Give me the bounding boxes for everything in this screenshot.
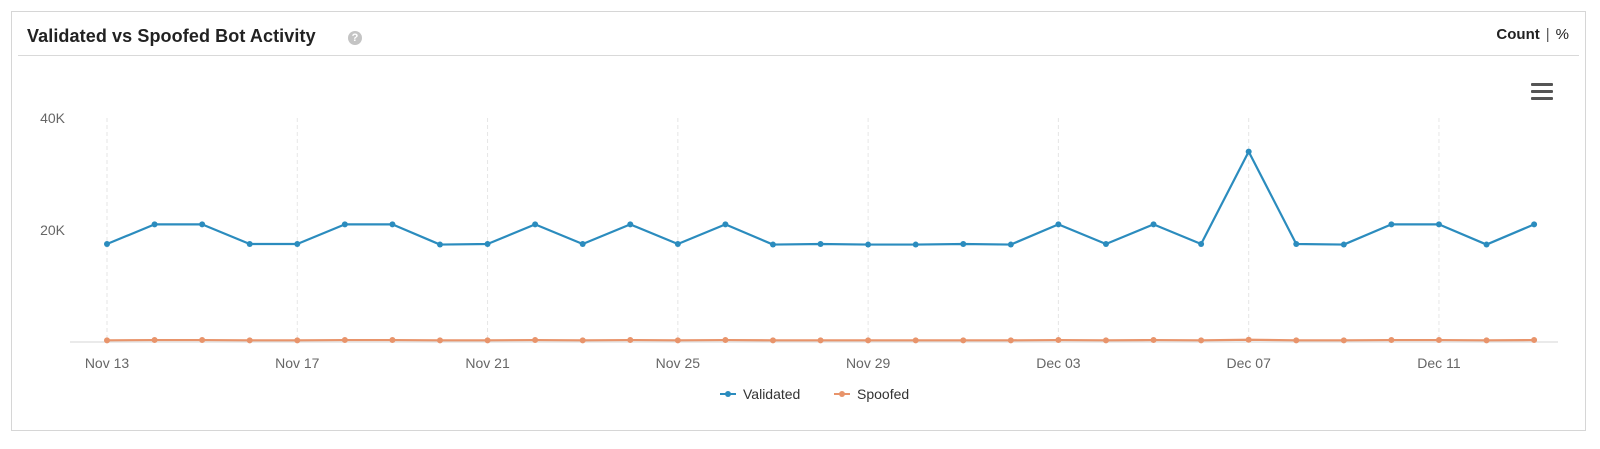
validated-data-point bbox=[389, 221, 396, 228]
x-tick-label: Nov 13 bbox=[85, 355, 130, 371]
validated-data-point bbox=[532, 221, 539, 228]
spoofed-data-point bbox=[817, 337, 824, 344]
validated-data-point bbox=[436, 241, 443, 248]
validated-data-point bbox=[579, 241, 586, 247]
x-tick-label: Nov 17 bbox=[275, 355, 320, 371]
validated-data-point bbox=[960, 241, 967, 247]
validated-data-point bbox=[1388, 221, 1395, 228]
spoofed-data-point bbox=[1388, 337, 1395, 344]
validated-data-point bbox=[199, 221, 206, 228]
spoofed-data-point bbox=[579, 337, 586, 344]
spoofed-data-point bbox=[1007, 337, 1014, 344]
spoofed-data-point bbox=[1293, 337, 1300, 344]
help-icon[interactable]: ? bbox=[348, 31, 362, 45]
validated-data-point bbox=[1150, 221, 1157, 228]
panel-header: Validated vs Spoofed Bot Activity ? Coun… bbox=[18, 12, 1579, 56]
spoofed-data-point bbox=[960, 337, 967, 344]
spoofed-data-point bbox=[341, 337, 348, 344]
validated-data-point bbox=[1293, 241, 1300, 247]
validated-data-point bbox=[1102, 241, 1109, 247]
x-tick-label: Nov 21 bbox=[465, 355, 510, 371]
spoofed-data-point bbox=[865, 337, 872, 344]
spoofed-data-point bbox=[294, 337, 301, 344]
validated-data-point bbox=[294, 241, 301, 247]
validated-data-point bbox=[674, 241, 681, 247]
spoofed-data-point bbox=[1435, 337, 1442, 344]
spoofed-data-point bbox=[436, 337, 443, 344]
x-tick-label: Dec 11 bbox=[1417, 355, 1461, 371]
validated-data-point bbox=[1531, 221, 1538, 228]
spoofed-data-point bbox=[1198, 337, 1205, 344]
hamburger-menu-icon[interactable] bbox=[1531, 83, 1553, 101]
spoofed-data-point bbox=[627, 337, 634, 344]
validated-data-point bbox=[912, 241, 919, 248]
spoofed-data-point bbox=[1483, 337, 1490, 344]
validated-data-point bbox=[1055, 221, 1062, 228]
x-tick-label: Nov 25 bbox=[656, 355, 701, 371]
spoofed-data-point bbox=[532, 337, 539, 344]
validated-data-point bbox=[1340, 241, 1347, 248]
spoofed-data-point bbox=[769, 337, 776, 344]
x-tick-label: Dec 07 bbox=[1227, 355, 1272, 371]
validated-data-point bbox=[484, 241, 491, 247]
toggle-separator: | bbox=[1545, 26, 1550, 43]
validated-data-point bbox=[627, 221, 634, 228]
spoofed-data-point bbox=[912, 337, 919, 344]
x-tick-label: Dec 03 bbox=[1036, 355, 1081, 371]
spoofed-data-point bbox=[1102, 337, 1109, 344]
spoofed-data-point bbox=[1531, 337, 1538, 344]
validated-data-point bbox=[1483, 241, 1490, 248]
validated-data-point bbox=[769, 241, 776, 248]
validated-data-point bbox=[722, 221, 729, 228]
validated-data-point bbox=[246, 241, 253, 247]
spoofed-data-point bbox=[484, 337, 491, 344]
validated-legend-label: Validated bbox=[743, 386, 800, 402]
y-tick-label: 20K bbox=[40, 222, 66, 238]
validated-data-point bbox=[817, 241, 824, 247]
x-tick-label: Nov 29 bbox=[846, 355, 891, 371]
validated-series-line bbox=[106, 150, 1535, 246]
spoofed-data-point bbox=[151, 337, 158, 344]
validated-data-point bbox=[1007, 241, 1014, 248]
spoofed-data-point bbox=[389, 337, 396, 344]
validated-data-point bbox=[865, 241, 872, 248]
spoofed-legend-label: Spoofed bbox=[857, 386, 909, 402]
validated-data-point bbox=[1245, 148, 1252, 155]
spoofed-legend-marker bbox=[839, 391, 845, 397]
panel-title: Validated vs Spoofed Bot Activity bbox=[27, 26, 316, 46]
spoofed-data-point bbox=[199, 337, 206, 344]
validated-data-point bbox=[1198, 241, 1205, 247]
y-tick-label: 40K bbox=[40, 110, 66, 126]
spoofed-data-point bbox=[246, 337, 253, 344]
count-percent-toggle: Count |% bbox=[1496, 26, 1569, 43]
spoofed-data-point bbox=[722, 337, 729, 344]
validated-data-point bbox=[1435, 221, 1442, 228]
spoofed-data-point bbox=[104, 337, 110, 344]
validated-data-point bbox=[151, 221, 158, 228]
spoofed-data-point bbox=[1340, 337, 1347, 344]
spoofed-data-point bbox=[674, 337, 681, 344]
chart-panel: Validated vs Spoofed Bot Activity ? Coun… bbox=[11, 11, 1586, 431]
percent-toggle-button[interactable]: % bbox=[1555, 26, 1569, 43]
validated-data-point bbox=[104, 241, 110, 247]
count-toggle-button[interactable]: Count bbox=[1496, 26, 1540, 43]
spoofed-data-point bbox=[1150, 337, 1157, 344]
validated-legend-marker bbox=[725, 391, 731, 397]
validated-data-point bbox=[341, 221, 348, 228]
spoofed-data-point bbox=[1245, 336, 1252, 343]
spoofed-data-point bbox=[1055, 337, 1062, 344]
